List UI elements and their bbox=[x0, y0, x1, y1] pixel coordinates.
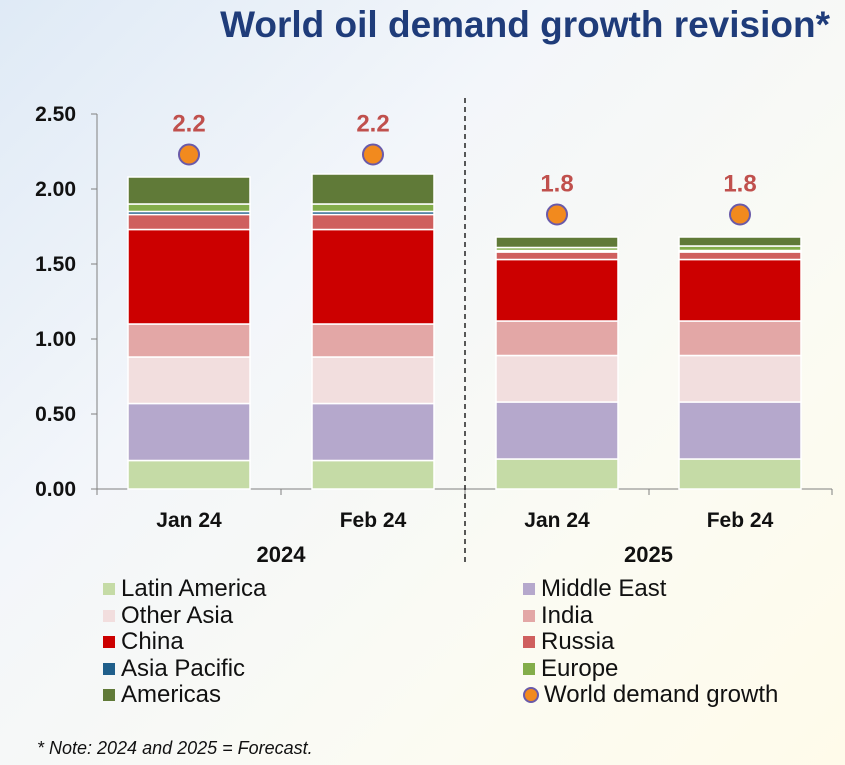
group-label: 2024 bbox=[257, 542, 307, 567]
bar-segment bbox=[127, 228, 251, 325]
legend-item: India bbox=[523, 601, 594, 629]
world-demand-marker bbox=[362, 143, 384, 166]
bar-segment bbox=[678, 401, 802, 460]
bar-segment bbox=[127, 176, 251, 205]
legend-item: Europe bbox=[523, 654, 619, 682]
legend-swatch bbox=[103, 583, 115, 595]
legend-swatch bbox=[103, 662, 115, 675]
world-demand-marker bbox=[729, 203, 751, 226]
bar-segment bbox=[495, 354, 619, 403]
bar-segment bbox=[311, 323, 435, 358]
data-label: 1.8 bbox=[540, 171, 573, 198]
legend-swatch bbox=[523, 662, 535, 675]
legend-label: Latin America bbox=[121, 575, 267, 602]
bar-segment bbox=[311, 228, 435, 325]
legend-swatch bbox=[103, 609, 115, 622]
legend-label: Middle East bbox=[541, 575, 667, 602]
legend-label: China bbox=[121, 628, 184, 655]
y-tick-label: 0.00 bbox=[35, 478, 76, 501]
bar-segment bbox=[311, 402, 435, 462]
data-label: 2.2 bbox=[172, 111, 205, 138]
y-tick-label: 1.00 bbox=[35, 328, 76, 351]
bar-segment bbox=[495, 258, 619, 322]
x-tick-label: Jan 24 bbox=[524, 509, 590, 532]
group-label: 2025 bbox=[624, 542, 673, 567]
bar-segment bbox=[678, 251, 802, 261]
bar-segment bbox=[495, 458, 619, 490]
bar-segment bbox=[127, 402, 251, 462]
y-tick-label: 1.50 bbox=[35, 253, 76, 276]
legend-item: Latin America bbox=[103, 575, 267, 602]
legend-label: Asia Pacific bbox=[121, 654, 246, 682]
bar-segment bbox=[678, 258, 802, 322]
bar-segment bbox=[678, 354, 802, 403]
legend-item: Americas bbox=[103, 681, 222, 708]
legend-item: Asia Pacific bbox=[103, 654, 246, 682]
data-label: 2.2 bbox=[356, 111, 389, 138]
legend-item: World demand growth bbox=[523, 681, 779, 708]
bar-segment bbox=[127, 213, 251, 231]
bar-segment bbox=[678, 236, 802, 247]
bar-segment bbox=[127, 323, 251, 358]
stacked-bar-chart: 0.00 0.50 1.00 1.50 2.00 2.50 2.2 2.2 1.8 1.8 Jan … bbox=[35, 98, 833, 567]
legend-label: Americas bbox=[121, 681, 222, 708]
forecast-note: * Note: 2024 and 2025 = Forecast. bbox=[37, 738, 313, 758]
world-demand-marker bbox=[178, 143, 200, 166]
legend-swatch bbox=[523, 609, 535, 622]
bar-segment bbox=[127, 203, 251, 213]
bar-segment bbox=[127, 459, 251, 490]
bar-segment bbox=[495, 251, 619, 261]
legend-marker bbox=[523, 687, 539, 703]
x-tick-label: Jan 24 bbox=[156, 509, 222, 532]
bar-segment bbox=[311, 173, 435, 205]
legend-swatch bbox=[523, 583, 535, 595]
legend-item: Other Asia bbox=[103, 601, 234, 629]
y-tick-label: 0.50 bbox=[35, 403, 76, 426]
bar-segment bbox=[495, 320, 619, 357]
bar-segment bbox=[495, 401, 619, 460]
bar-segment bbox=[495, 236, 619, 249]
legend-swatch bbox=[523, 636, 535, 648]
bar-segment bbox=[311, 459, 435, 490]
y-tick-label: 2.50 bbox=[35, 103, 76, 126]
bar-segment bbox=[678, 458, 802, 490]
bar-segment bbox=[678, 320, 802, 357]
x-tick-label: Feb 24 bbox=[340, 509, 407, 532]
legend-item: Middle East bbox=[523, 575, 667, 602]
legend-label: World demand growth bbox=[544, 681, 779, 708]
legend-swatch bbox=[103, 636, 115, 648]
bar-segment bbox=[311, 203, 435, 213]
world-demand-marker bbox=[546, 203, 568, 226]
bar-segment bbox=[311, 213, 435, 231]
data-label: 1.8 bbox=[723, 171, 756, 198]
y-tick-label: 2.00 bbox=[35, 178, 76, 201]
legend-swatch bbox=[103, 689, 115, 701]
legend-label: Europe bbox=[541, 654, 619, 682]
legend-item: Russia bbox=[523, 628, 615, 655]
chart-title: World oil demand growth revision* bbox=[220, 4, 830, 45]
bar-segment bbox=[127, 356, 251, 405]
legend-item: China bbox=[103, 628, 184, 655]
legend-label: Russia bbox=[541, 628, 615, 655]
x-tick-label: Feb 24 bbox=[707, 509, 774, 532]
legend-label: India bbox=[541, 601, 594, 629]
bar-segment bbox=[311, 356, 435, 405]
legend-label: Other Asia bbox=[121, 601, 234, 629]
